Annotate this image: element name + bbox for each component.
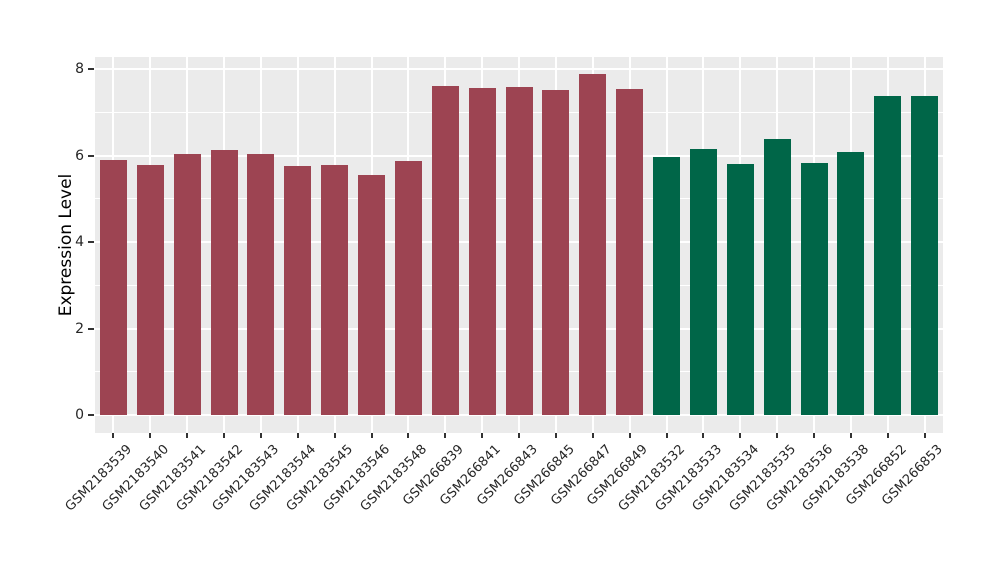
x-tick-mark — [923, 433, 926, 438]
bar-GSM266845 — [542, 90, 570, 415]
bar-GSM2183535 — [763, 139, 791, 415]
bar-GSM266852 — [874, 95, 902, 415]
x-tick-mark — [776, 433, 779, 438]
bar-GSM2183538 — [837, 152, 865, 415]
bar-GSM266849 — [616, 88, 644, 415]
bar-GSM2183544 — [284, 165, 312, 415]
bar-GSM266843 — [505, 87, 533, 415]
bar-GSM2183543 — [247, 154, 275, 415]
y-tick-label: 8 — [75, 61, 84, 77]
bar-GSM2183532 — [653, 156, 680, 415]
bar-GSM2183541 — [173, 154, 201, 415]
x-tick-mark — [554, 433, 557, 438]
x-tick-mark — [739, 433, 742, 438]
x-tick-mark — [370, 433, 373, 438]
bar-GSM2183534 — [726, 164, 754, 415]
x-tick-mark — [112, 433, 115, 438]
x-tick-mark — [628, 433, 631, 438]
y-tick-mark — [88, 414, 94, 416]
bar-GSM2183545 — [321, 165, 349, 415]
bar-GSM2183533 — [689, 149, 717, 415]
x-tick-mark — [444, 433, 447, 438]
x-tick-mark — [149, 433, 152, 438]
y-tick-label: 2 — [75, 320, 84, 337]
y-tick-label: 6 — [75, 147, 84, 164]
x-tick-mark — [886, 433, 889, 438]
x-tick-mark — [813, 433, 815, 438]
x-tick-mark — [333, 433, 336, 438]
bar-GSM266853 — [911, 95, 939, 415]
x-tick-mark — [518, 433, 520, 438]
bar-GSM2183548 — [394, 161, 422, 415]
bar-GSM266847 — [579, 74, 607, 415]
x-tick-mark — [665, 433, 668, 438]
y-tick-label: 0 — [75, 407, 84, 423]
bar-GSM2183540 — [136, 165, 164, 415]
bar-GSM266839 — [431, 85, 459, 415]
x-tick-mark — [481, 433, 484, 438]
x-tick-mark — [407, 433, 410, 438]
y-tick-mark — [88, 154, 94, 157]
bar-GSM2183536 — [800, 162, 828, 415]
x-tick-mark — [591, 433, 594, 438]
x-tick-mark — [259, 433, 262, 438]
x-tick-mark — [849, 433, 852, 438]
y-tick-mark — [88, 68, 94, 70]
x-tick-mark — [186, 433, 189, 438]
x-tick-mark — [223, 433, 225, 438]
y-tick-mark — [88, 327, 94, 330]
plot-panel — [95, 57, 943, 433]
bar-GSM266841 — [468, 88, 496, 415]
bar-GSM2183546 — [358, 175, 385, 415]
bar-GSM2183539 — [99, 159, 127, 415]
bar-GSM2183542 — [210, 149, 238, 415]
x-tick-mark — [296, 433, 299, 438]
y-tick-label: 4 — [75, 234, 84, 250]
x-tick-mark — [702, 433, 705, 438]
y-tick-mark — [88, 241, 94, 243]
